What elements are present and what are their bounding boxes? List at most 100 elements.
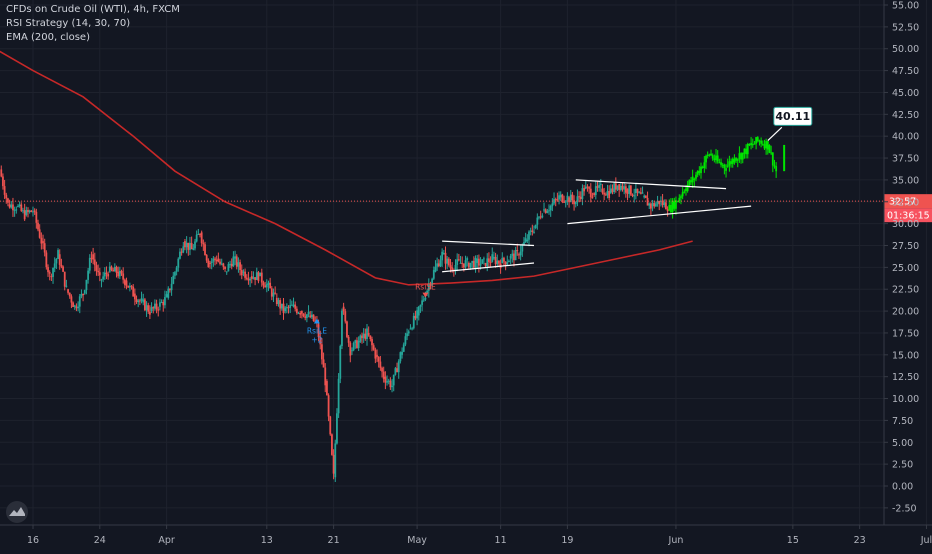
candle — [449, 265, 452, 269]
candle — [192, 248, 195, 250]
candle — [22, 210, 24, 212]
candle — [356, 340, 358, 348]
candle — [354, 340, 357, 344]
candle — [506, 262, 509, 265]
candle — [48, 272, 51, 274]
projected-candle — [668, 204, 671, 211]
candle — [304, 316, 307, 318]
projected-candle — [758, 140, 761, 142]
candle — [205, 255, 208, 261]
candle — [38, 229, 41, 238]
candle — [230, 263, 233, 267]
projected-candle — [683, 191, 686, 193]
candle — [469, 262, 472, 268]
candle — [219, 261, 221, 264]
candle — [149, 311, 151, 315]
candle — [387, 380, 390, 382]
candle — [536, 217, 539, 225]
candle — [528, 231, 530, 240]
projected-candle — [715, 155, 717, 161]
legend-indicator-rsi[interactable]: RSI Strategy (14, 30, 70) — [6, 18, 131, 29]
candle — [655, 203, 657, 207]
candle — [407, 331, 410, 334]
projected-candle — [693, 178, 696, 180]
price-tick-label: 22.50 — [892, 285, 919, 296]
projected-candle — [696, 170, 699, 175]
candle — [533, 231, 535, 233]
candle — [264, 285, 267, 288]
candle — [128, 285, 131, 288]
candle — [581, 188, 584, 199]
time-tick-label: 19 — [561, 535, 573, 546]
candle — [43, 243, 46, 253]
candle — [593, 193, 596, 196]
candle — [516, 250, 519, 252]
projected-candle — [671, 200, 674, 213]
candle — [357, 340, 360, 348]
candle — [509, 255, 512, 259]
candle — [461, 262, 464, 264]
candle — [234, 256, 236, 259]
projected-candle — [738, 153, 741, 160]
candle — [113, 266, 116, 272]
candle — [284, 307, 287, 312]
candle — [646, 197, 649, 206]
candle — [255, 272, 258, 280]
candle — [399, 352, 402, 362]
candle — [107, 274, 110, 277]
candle — [401, 351, 403, 355]
long-entry-arrow-icon — [313, 318, 320, 324]
legend-indicator-ema[interactable]: EMA (200, close) — [6, 32, 90, 43]
candle — [534, 224, 537, 229]
projected-candle — [676, 201, 679, 203]
callout-box — [773, 106, 813, 126]
candle — [324, 367, 327, 386]
candle — [588, 187, 591, 189]
legend-symbol[interactable]: CFDs on Crude Oil (WTI), 4h, FXCM — [6, 4, 180, 15]
candle — [147, 305, 150, 312]
candle — [579, 196, 582, 199]
candle — [551, 203, 554, 207]
price-tick-label: 5.00 — [892, 438, 913, 449]
candle — [409, 328, 412, 330]
candle — [633, 195, 636, 197]
candle — [359, 335, 362, 342]
candle — [566, 195, 569, 202]
candle — [658, 200, 661, 205]
candle — [441, 251, 444, 261]
candle — [361, 335, 363, 339]
candle — [169, 288, 171, 291]
candle — [331, 434, 333, 455]
candle — [571, 194, 574, 201]
candle — [159, 302, 161, 307]
candle — [25, 209, 28, 215]
candle — [631, 194, 634, 196]
candle — [120, 270, 123, 274]
candle — [466, 258, 469, 261]
candle — [474, 257, 477, 268]
time-tick-label: 24 — [94, 535, 106, 546]
candle — [549, 205, 552, 211]
candle — [613, 183, 616, 193]
candle — [608, 190, 611, 199]
price-tick-label: 20.00 — [892, 307, 919, 318]
candle — [481, 259, 484, 264]
candle — [20, 204, 23, 211]
candle — [411, 328, 413, 330]
candle — [214, 258, 216, 260]
candle — [202, 243, 205, 245]
candle — [152, 307, 155, 309]
price-axis[interactable]: 55.00 52.50 50.00 47.50 45.00 42.50 40.00 37.50… — [883, 0, 919, 525]
candle — [628, 185, 631, 194]
time-axis[interactable]: 16 24 Apr 13 21 May 11 19 Jun 15 23 Jul — [0, 524, 932, 546]
candle — [538, 216, 540, 218]
candle — [568, 197, 570, 203]
candle — [446, 258, 449, 264]
tradingview-logo-icon[interactable] — [6, 501, 28, 523]
candle — [175, 267, 178, 272]
candle — [609, 188, 612, 194]
candle — [180, 251, 183, 253]
projected-candle — [745, 148, 747, 155]
